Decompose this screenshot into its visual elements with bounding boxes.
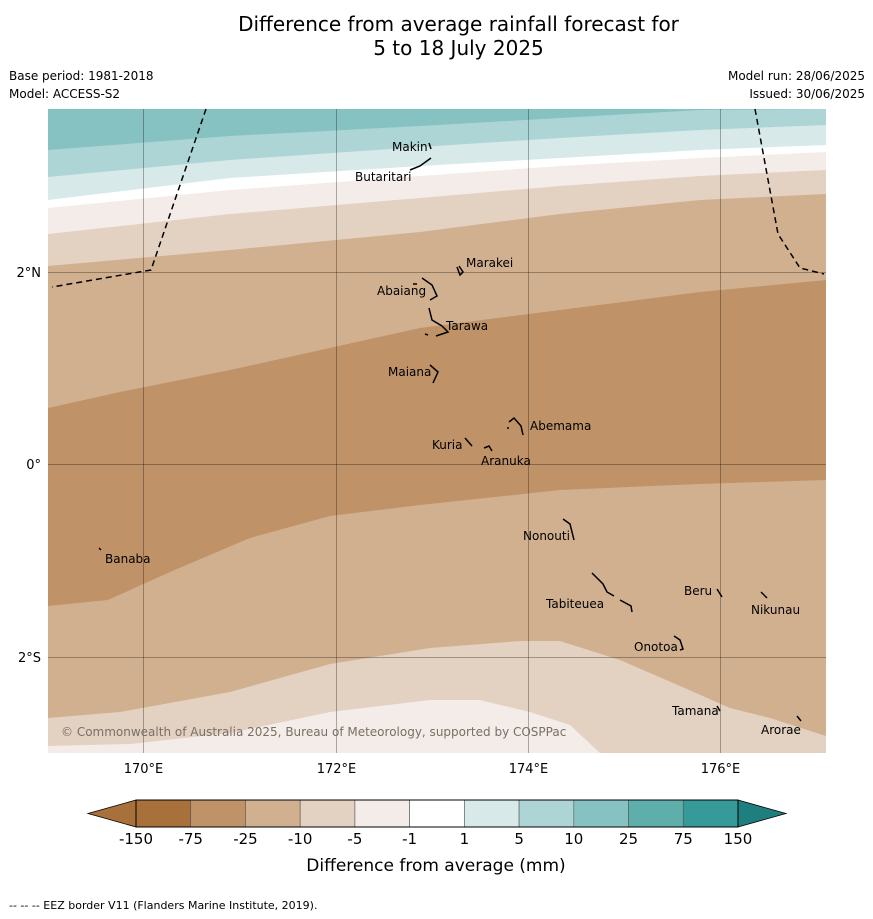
colorbar-extend-high	[737, 799, 788, 828]
colorbar-tick-label: -75	[178, 830, 203, 848]
place-label: Aranuka	[481, 454, 531, 468]
eez-border	[51, 108, 825, 288]
meta-left: Base period: 1981-2018 Model: ACCESS-S2	[9, 67, 154, 103]
map-figure: Makin Butaritari Marakei Abaiang Tarawa …	[17, 108, 826, 876]
colorbar-extend-low	[86, 799, 137, 828]
colorbar-segment	[135, 799, 192, 828]
base-period: Base period: 1981-2018	[9, 69, 154, 83]
colorbar-tick-label: 150	[724, 830, 753, 848]
lat-label: 2°N	[17, 266, 42, 281]
colorbar-tick-label: 75	[674, 830, 693, 848]
lat-label: 2°S	[18, 651, 41, 666]
colorbar-tick-label: -10	[288, 830, 313, 848]
colorbar-tick-label: 1	[460, 830, 470, 848]
colorbar-tick-label: 10	[564, 830, 583, 848]
meta-right: Model run: 28/06/2025 Issued: 30/06/2025	[728, 67, 865, 103]
colorbar-title: Difference from average (mm)	[306, 856, 565, 876]
place-label: Tarawa	[445, 319, 488, 333]
colorbar-tick-label: -150	[119, 830, 153, 848]
colorbar-segment	[464, 799, 520, 828]
colorbar-segment	[245, 799, 301, 828]
colorbar-frame	[135, 799, 739, 828]
place-label: Marakei	[466, 256, 513, 270]
colorbar-segment	[573, 799, 629, 828]
colorbar-tick-label: -25	[233, 830, 258, 848]
place-label: Abemama	[530, 419, 591, 433]
issued-date: Issued: 30/06/2025	[749, 87, 865, 101]
place-label: Arorae	[761, 723, 801, 737]
colorbar-tick-label: -1	[402, 830, 417, 848]
colorbar-segment	[354, 799, 410, 828]
graticule	[48, 109, 826, 753]
title-line-2: 5 to 18 July 2025	[373, 36, 544, 60]
island-outlines	[98, 142, 802, 722]
colorbar-tick-label: 5	[514, 830, 524, 848]
place-label: Tamana	[671, 704, 719, 718]
model-name: Model: ACCESS-S2	[9, 87, 121, 101]
place-label: Beru	[684, 584, 712, 598]
place-labels: Makin Butaritari Marakei Abaiang Tarawa …	[105, 140, 801, 737]
colorbar-tick-label: 25	[619, 830, 638, 848]
colorbar-segment	[628, 799, 684, 828]
lon-label: 174°E	[509, 762, 549, 777]
lat-label: 0°	[26, 458, 41, 473]
colorbar-segment	[299, 799, 356, 828]
place-label: Banaba	[105, 552, 151, 566]
colorbar-tick-label: -5	[347, 830, 362, 848]
copyright-text: © Commonwealth of Australia 2025, Bureau…	[61, 725, 566, 739]
lon-label: 172°E	[317, 762, 357, 777]
axis-labels: 2°N 0° 2°S 170°E 172°E 174°E 176°E	[17, 266, 741, 777]
colorbar-segment	[409, 799, 465, 828]
place-label: Kuria	[432, 438, 463, 452]
colorbar-segment	[190, 799, 246, 828]
colorbar-segment	[518, 799, 575, 828]
title-line-1: Difference from average rainfall forecas…	[238, 12, 679, 36]
chart-title: Difference from average rainfall forecas…	[0, 12, 873, 60]
place-label: Onotoa	[634, 640, 678, 654]
colorbar-segment	[682, 799, 739, 828]
place-label: Nonouti	[523, 529, 570, 543]
model-run: Model run: 28/06/2025	[727, 69, 865, 83]
colorbar: -150 -75 -25 -10 -5 -1 1 5 10 25 75 150	[86, 799, 788, 848]
place-label: Tabiteuea	[545, 597, 604, 611]
place-label: Nikunau	[751, 603, 800, 617]
lon-label: 176°E	[701, 762, 741, 777]
footnote: -- -- -- EEZ border V11 (Flanders Marine…	[9, 899, 318, 912]
rainfall-contours	[48, 109, 826, 753]
lon-label: 170°E	[124, 762, 164, 777]
place-label: Makin	[392, 140, 428, 154]
place-label: Butaritari	[355, 170, 412, 184]
place-label: Abaiang	[377, 284, 426, 298]
place-label: Maiana	[388, 365, 431, 379]
